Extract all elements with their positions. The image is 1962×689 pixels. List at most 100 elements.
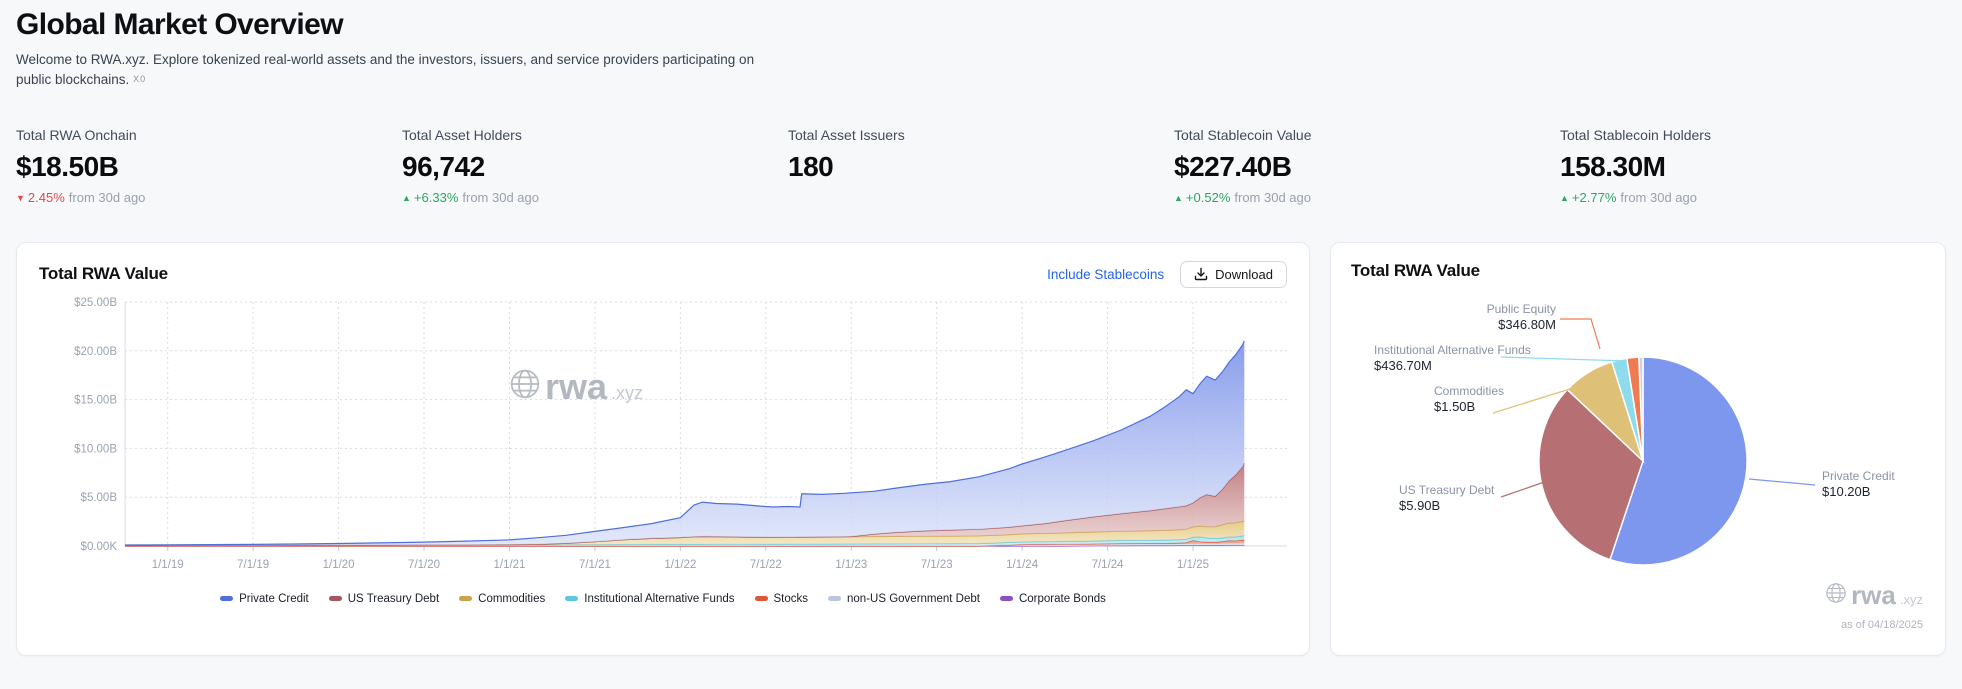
stat-value: $18.50B — [16, 150, 119, 182]
pie-leader-line — [1560, 317, 1601, 349]
subtitle-line2: public blockchains. — [16, 72, 130, 88]
stat-delta: ▲ +2.77% from 30d ago — [1560, 189, 1697, 205]
x-axis-label: 1/1/24 — [1006, 559, 1039, 571]
subtitle-line1: Welcome to RWA.xyz. Explore tokenized re… — [16, 52, 755, 67]
stat-total-asset-holders: Total Asset Holders 96,742 ▲ +6.33% from 3… — [402, 127, 788, 205]
pie-chart[interactable] — [1351, 287, 1929, 639]
x-axis-label: 1/1/25 — [1177, 559, 1209, 571]
legend-label: non-US Government Debt — [847, 592, 980, 605]
pie-label-name: Private Credit — [1822, 468, 1895, 483]
pie-label-name: Commodities — [1434, 383, 1505, 398]
legend-item-us-treasury-debt[interactable]: US Treasury Debt — [328, 592, 440, 605]
chart-card-header: Total RWA Value Include Stablecoins Down… — [39, 260, 1287, 288]
area-chart[interactable]: $25.00B $20.00B $15.00B $10.00B $5.00B $0.00K… — [39, 296, 1289, 578]
legend-chip — [220, 596, 234, 601]
legend-item-commodities[interactable]: Commodities — [459, 593, 545, 605]
legend-item-institutional-alternative-funds[interactable]: Institutional Alternative Funds — [565, 592, 735, 605]
pie-leader-line — [1492, 381, 1590, 414]
pie-slice-private-credit[interactable] — [1609, 355, 1748, 566]
chart-card-title: Total RWA Value — [39, 264, 168, 283]
pie-leader-line — [1500, 475, 1560, 498]
x-axis-label: 7/1/23 — [921, 559, 953, 571]
pie-label-value: $436.70M — [1374, 357, 1432, 373]
x-axis-label: 1/1/21 — [493, 559, 525, 571]
area-series-commodities[interactable] — [125, 520, 1245, 545]
legend-chip — [328, 596, 342, 601]
legend-label: Corporate Bonds — [1018, 592, 1106, 605]
x-axis-label: 7/1/21 — [579, 559, 611, 571]
annotation-marker: X0 — [133, 74, 147, 85]
stat-delta: ▼ 2.45% from 30d ago — [16, 189, 146, 205]
stat-total-stablecoin-value: Total Stablecoin Value $227.40B ▲ +0.52% f… — [1174, 127, 1560, 205]
y-axis-label: $25.00B — [74, 297, 117, 309]
pie-label-commodities: Commodities $1.50B — [1434, 383, 1554, 415]
x-axis-label: 1/1/19 — [152, 559, 184, 571]
y-axis-label: $10.00B — [74, 443, 117, 455]
triangle-up-icon: ▲ — [402, 192, 411, 203]
stat-value: $227.40B — [1174, 150, 1292, 182]
stat-label: Total Stablecoin Value — [1174, 126, 1312, 143]
stat-value: 158.30M — [1560, 150, 1666, 182]
triangle-down-icon: ▼ — [16, 192, 25, 203]
stats-row: Total RWA Onchain $18.50B ▼ 2.45% from 30d… — [16, 127, 1946, 205]
x-axis-label: 1/1/23 — [835, 559, 867, 571]
x-axis-label: 1/1/20 — [323, 559, 355, 571]
legend-item-stocks[interactable]: Stocks — [754, 592, 809, 605]
chart-legend: Private Credit US Treasury Debt Commoditie… — [39, 593, 1287, 605]
page: Global Market Overview Welcome to RWA.xy… — [16, 8, 1946, 656]
legend-item-non-us-government-debt[interactable]: non-US Government Debt — [828, 593, 980, 605]
legend-chip — [565, 596, 579, 601]
pie-card-header: Total RWA Value — [1351, 261, 1925, 281]
legend-item-corporate-bonds[interactable]: Corporate Bonds — [999, 592, 1106, 605]
y-axis-label: $0.00K — [81, 541, 118, 553]
pie-label-private-credit: Private Credit $10.20B — [1822, 468, 1932, 500]
stat-delta: ▲ +6.33% from 30d ago — [402, 189, 539, 205]
download-button[interactable]: Download — [1180, 260, 1287, 288]
x-axis-label: 7/1/20 — [408, 559, 440, 571]
legend-chip — [459, 596, 473, 601]
pie-label-value: $5.90B — [1399, 497, 1441, 513]
pie-label-public-equity: Public Equity $346.80M — [1456, 301, 1556, 333]
legend-chip — [754, 596, 768, 601]
stat-total-asset-issuers: Total Asset Issuers 180 — [788, 127, 1174, 205]
legend-label: Institutional Alternative Funds — [584, 592, 735, 605]
stat-label: Total Stablecoin Holders — [1560, 126, 1711, 143]
x-axis-label: 7/1/24 — [1092, 559, 1125, 571]
legend-label: Stocks — [773, 592, 809, 605]
legend-item-private-credit[interactable]: Private Credit — [220, 593, 309, 605]
legend-label: Private Credit — [239, 592, 309, 605]
area-series-edge — [124, 340, 1245, 546]
area-series-private-credit[interactable] — [125, 340, 1245, 545]
pie-label-value: $10.20B — [1822, 483, 1871, 499]
pie-leader-line — [1748, 477, 1816, 486]
pie-leader-line — [1500, 355, 1628, 362]
page-subtitle: Welcome to RWA.xyz. Explore tokenized re… — [16, 50, 1946, 91]
stat-label: Total Asset Issuers — [788, 126, 905, 143]
page-title: Global Market Overview — [16, 8, 344, 41]
stat-total-rwa-onchain: Total RWA Onchain $18.50B ▼ 2.45% from 30d… — [16, 127, 402, 205]
x-axis-label: 7/1/22 — [750, 559, 782, 571]
pie-card-title: Total RWA Value — [1351, 260, 1480, 280]
x-axis-label: 7/1/19 — [237, 559, 269, 571]
download-button-label: Download — [1215, 266, 1273, 282]
stat-label: Total Asset Holders — [402, 126, 522, 143]
pie-label-name: US Treasury Debt — [1399, 482, 1495, 497]
pie-slice-other[interactable] — [1638, 355, 1644, 461]
legend-chip — [828, 596, 842, 601]
stat-label: Total RWA Onchain — [16, 126, 137, 143]
pie-label-value: $1.50B — [1434, 398, 1476, 414]
pie-label-institutional-alternative-funds: Institutional Alternative Funds $436.70M — [1374, 342, 1574, 374]
legend-label: Commodities — [478, 592, 546, 605]
y-axis-label: $20.00B — [74, 345, 117, 357]
download-icon — [1194, 267, 1208, 281]
pie-chart-area: rwa .xyz as of 04/18/2025 Private Credit $… — [1351, 287, 1925, 639]
pie-slice-us-treasury-debt[interactable] — [1538, 388, 1644, 561]
include-stablecoins-link[interactable]: Include Stablecoins — [1047, 266, 1165, 282]
legend-label: US Treasury Debt — [347, 592, 440, 605]
stat-delta: ▲ +0.52% from 30d ago — [1174, 189, 1311, 205]
stat-value: 96,742 — [402, 150, 485, 182]
stat-value: 180 — [788, 150, 834, 182]
total-rwa-value-pie-card: Total RWA Value rwa .xyz as of 04/18/2025… — [1330, 241, 1946, 656]
pie-label-value: $346.80M — [1498, 316, 1556, 332]
cards-row: Total RWA Value Include Stablecoins Down… — [16, 241, 1946, 656]
